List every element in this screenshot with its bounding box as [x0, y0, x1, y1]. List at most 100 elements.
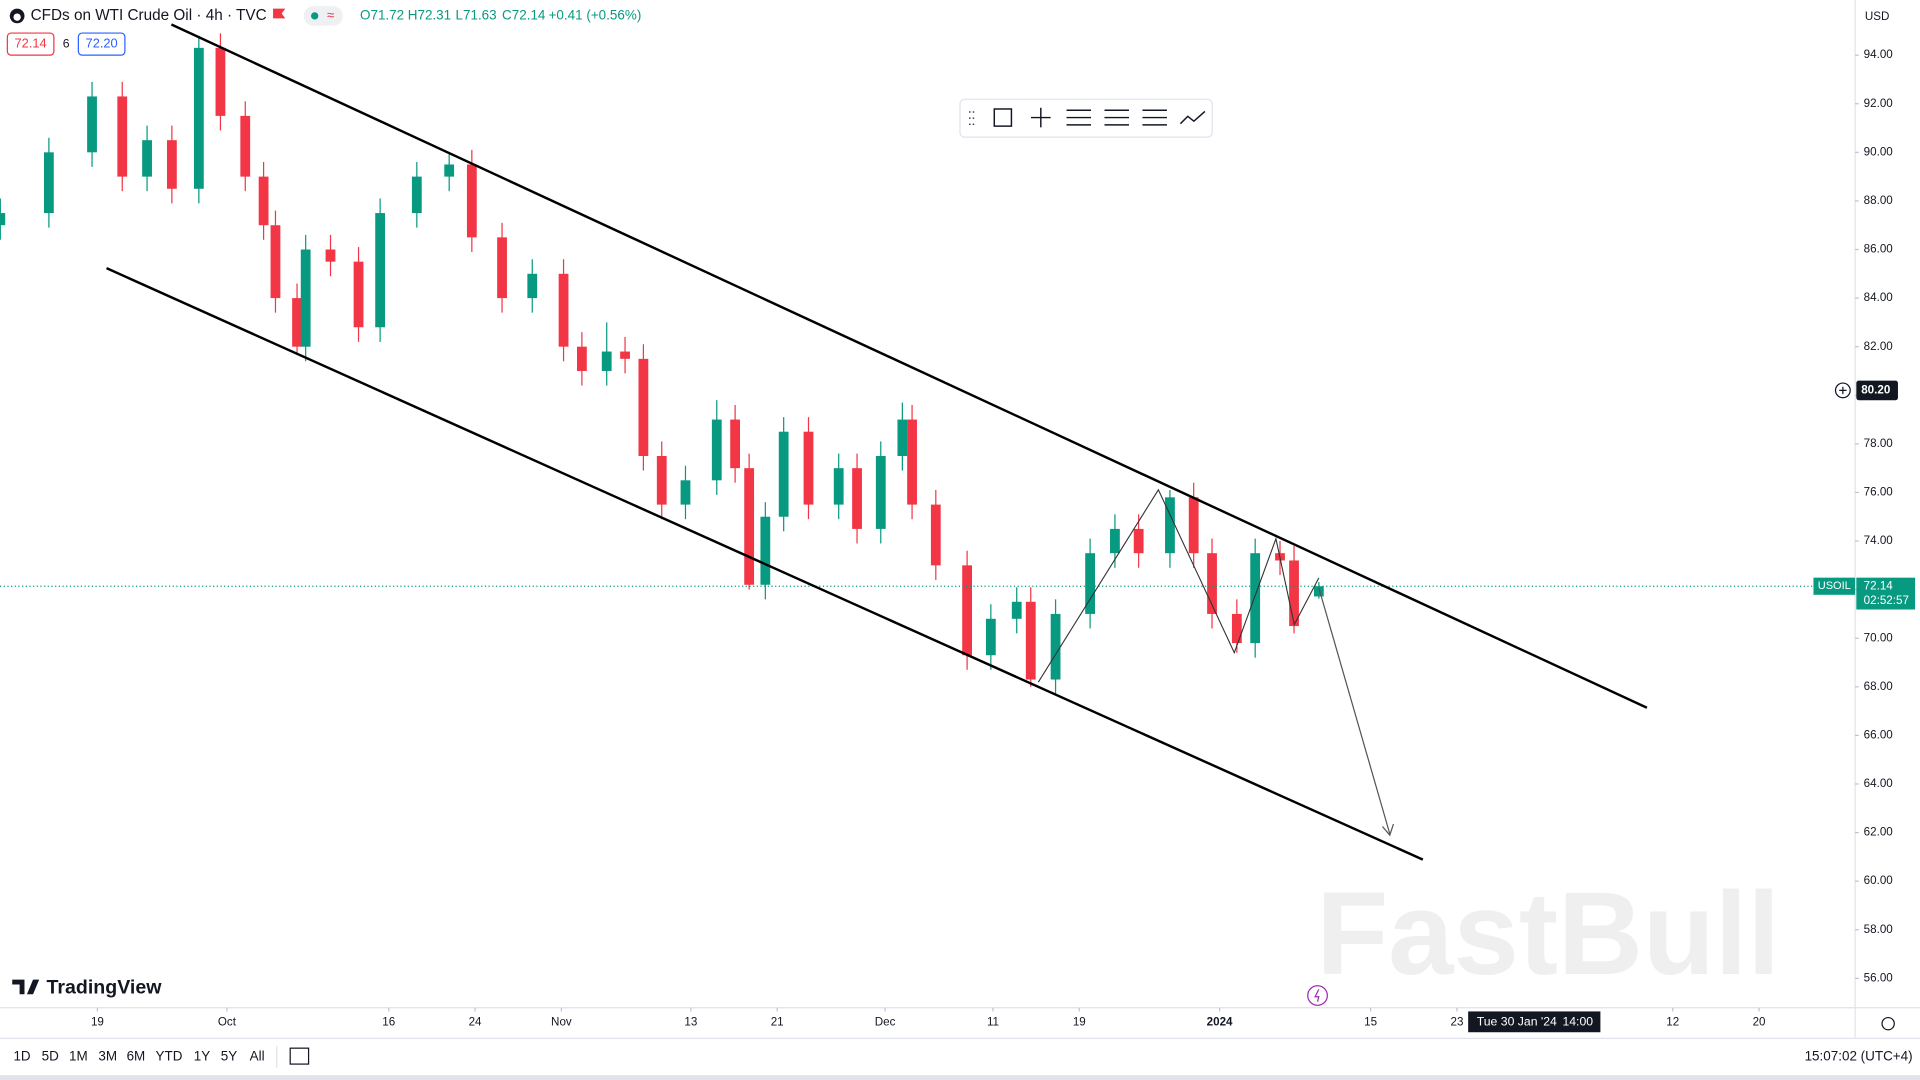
add-alert-plus: [1839, 386, 1847, 395]
tool-crosshair[interactable]: [1031, 107, 1051, 128]
candle-body: [778, 431, 789, 517]
range-button[interactable]: YTD: [156, 1048, 183, 1063]
flag-icon[interactable]: [273, 8, 286, 19]
change: +0.41 (+0.56%): [549, 7, 642, 22]
candle-body: [962, 565, 972, 656]
candle-body: [193, 47, 204, 189]
candle-body: [1231, 613, 1242, 644]
x-tick-label: 21: [771, 1016, 784, 1029]
y-tick-label: 90.00: [1864, 145, 1894, 158]
range-button[interactable]: 5Y: [221, 1048, 237, 1063]
event-icon[interactable]: [1307, 985, 1328, 1006]
range-button[interactable]: 1M: [69, 1048, 88, 1063]
candle-body: [730, 419, 741, 469]
candle-body: [907, 419, 917, 505]
y-tick-label: 84.00: [1864, 291, 1894, 304]
arrow-head: [1381, 823, 1395, 837]
range-button[interactable]: 5D: [42, 1048, 59, 1063]
channel-upper: [170, 23, 1648, 709]
candle-body: [1188, 497, 1199, 554]
tool-lines[interactable]: [1066, 109, 1092, 126]
delay-icon: ≈: [327, 7, 335, 22]
candle-body: [166, 140, 177, 189]
candle-body: [0, 213, 6, 226]
candle-body: [87, 96, 97, 153]
countdown: 02:52:57: [1864, 594, 1909, 607]
y-tick-label: 76.00: [1864, 486, 1894, 499]
tool-fib[interactable]: [1104, 109, 1129, 126]
tool-rect[interactable]: [993, 108, 1013, 127]
y-tick-label: 70.00: [1864, 631, 1894, 644]
candle-body: [803, 431, 814, 505]
candle-body: [1207, 553, 1217, 614]
sell-box[interactable]: [6, 32, 55, 56]
logo-text[interactable]: TradingView: [47, 976, 163, 998]
drag-handle[interactable]: [969, 111, 975, 125]
candle-body: [711, 419, 722, 481]
y-tick-label: 60.00: [1864, 874, 1894, 887]
status-pill[interactable]: [303, 6, 343, 26]
x-tick-label: Dec: [875, 1016, 896, 1029]
watermark: FastBull: [1316, 868, 1780, 999]
axes: 56.00 58.00 60.00 62.00 64.00 66.00 68.00 70.00…: [91, 48, 1916, 1029]
candle-body: [527, 273, 538, 299]
candle-body: [466, 164, 477, 238]
candle-body: [444, 164, 455, 177]
symbol-title[interactable]: CFDs on WTI Crude Oil · 4h · TVC: [31, 7, 267, 24]
x-tick-label: Nov: [551, 1016, 572, 1029]
candle-body: [744, 468, 755, 585]
bid: 72.14: [15, 35, 47, 50]
y-tick-label: 86.00: [1864, 243, 1894, 256]
y-tick-label: 68.00: [1864, 680, 1894, 693]
y-tick-label: 92.00: [1864, 97, 1894, 110]
date-range-icon[interactable]: [289, 1047, 310, 1065]
candle-body: [576, 346, 587, 371]
candle-body: [1165, 497, 1175, 554]
candle-body: [325, 249, 336, 262]
candle-body: [680, 480, 691, 505]
x-tick-label: 19: [91, 1016, 104, 1029]
candle-body: [558, 273, 569, 347]
y-tick-label: 66.00: [1864, 728, 1894, 741]
tool-pattern[interactable]: [1179, 110, 1206, 125]
candle-body: [375, 213, 386, 328]
candle-body: [852, 468, 862, 529]
symbol-label-box: [1813, 577, 1856, 595]
range-button[interactable]: 1D: [13, 1048, 30, 1063]
ohlc-low: L71.63: [456, 7, 497, 22]
range-button[interactable]: 1Y: [194, 1048, 210, 1063]
buy-box[interactable]: [77, 32, 126, 56]
y-tick-label: 82.00: [1864, 340, 1894, 353]
candle-body: [1133, 528, 1144, 554]
x-tick-label: 16: [382, 1016, 395, 1029]
y-tick-label: 88.00: [1864, 194, 1894, 207]
candle-body: [833, 468, 844, 505]
candle-body: [43, 152, 54, 214]
tool-gann[interactable]: [1142, 109, 1167, 126]
x-tick-label: Oct: [218, 1016, 237, 1029]
plot-area: [0, 33, 1856, 695]
candle-body: [270, 225, 281, 299]
candle-body: [411, 176, 422, 214]
y-tick-label: 56.00: [1864, 971, 1894, 984]
x-tick-label: 24: [469, 1016, 482, 1029]
settings-icon[interactable]: [1881, 1016, 1895, 1031]
range-button[interactable]: 6M: [127, 1048, 146, 1063]
currency-button[interactable]: [1857, 6, 1895, 29]
candle-body: [240, 115, 251, 177]
range-button[interactable]: All: [250, 1048, 265, 1063]
ohlc-high: H72.31: [408, 7, 451, 22]
candle-body: [1110, 528, 1120, 554]
last-price-label: 72.14: [1864, 579, 1894, 592]
x-tick-label: 2024: [1207, 1016, 1233, 1029]
range-button[interactable]: 3M: [98, 1048, 117, 1063]
candle-body: [117, 96, 128, 177]
toolbar-icons: [969, 107, 1206, 128]
alert-price-box: [1856, 380, 1898, 401]
symbol-icon-drop: [13, 13, 21, 21]
candle-body: [1011, 601, 1022, 619]
candle-body: [1025, 601, 1036, 680]
crosshair-date: Tue 30 Jan '24: [1477, 1015, 1557, 1029]
